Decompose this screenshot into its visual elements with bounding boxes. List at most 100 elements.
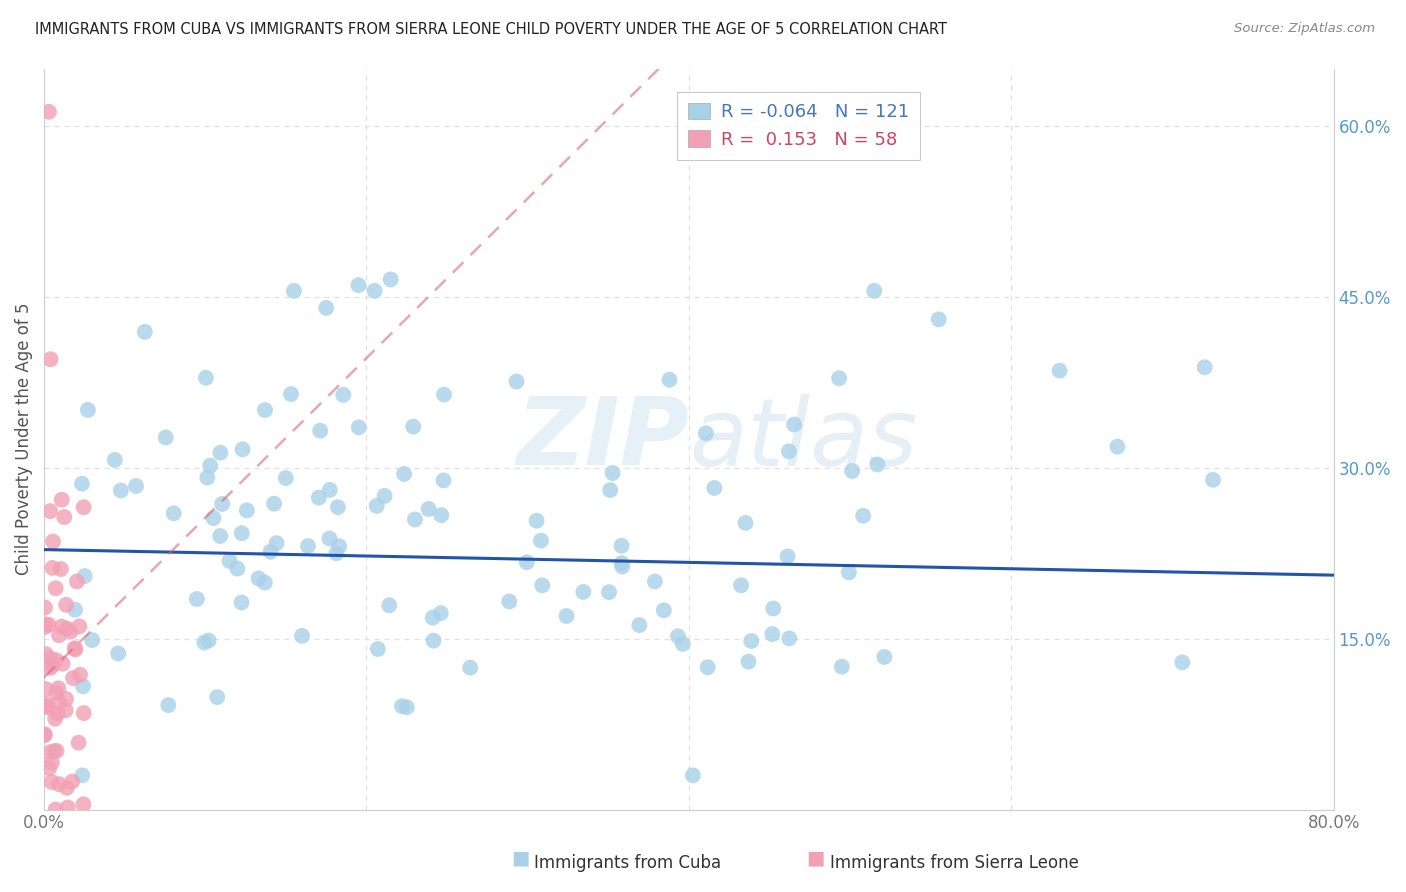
Point bbox=[458, 660, 481, 674]
Point bbox=[555, 609, 578, 624]
Point bbox=[55, 598, 77, 612]
Point bbox=[247, 571, 270, 585]
Point bbox=[259, 545, 281, 559]
Point bbox=[41, 756, 63, 770]
Point bbox=[35, 647, 58, 661]
Point bbox=[34, 699, 56, 714]
Point bbox=[391, 699, 413, 714]
Point bbox=[783, 417, 806, 432]
Point bbox=[209, 529, 232, 543]
Point bbox=[283, 284, 305, 298]
Point bbox=[51, 492, 73, 507]
Point bbox=[602, 466, 624, 480]
Point bbox=[831, 659, 853, 673]
Point bbox=[363, 284, 385, 298]
Point bbox=[67, 619, 90, 633]
Point bbox=[666, 629, 689, 643]
Point bbox=[231, 526, 253, 541]
Point bbox=[828, 371, 851, 385]
Point bbox=[67, 736, 90, 750]
Point bbox=[863, 284, 886, 298]
Point bbox=[73, 706, 96, 720]
Point bbox=[202, 511, 225, 525]
Point bbox=[55, 703, 77, 717]
Point bbox=[315, 301, 337, 315]
Point bbox=[63, 641, 86, 656]
Point bbox=[134, 325, 156, 339]
Point bbox=[44, 744, 66, 758]
Point bbox=[612, 559, 634, 574]
Point bbox=[35, 681, 58, 696]
Point bbox=[740, 634, 762, 648]
Point bbox=[1171, 656, 1194, 670]
Point bbox=[374, 489, 396, 503]
Point bbox=[347, 278, 370, 293]
Point bbox=[599, 483, 621, 497]
Point bbox=[69, 667, 91, 681]
Point bbox=[70, 476, 93, 491]
Point bbox=[318, 532, 340, 546]
Point bbox=[280, 387, 302, 401]
Point bbox=[65, 642, 87, 657]
Point bbox=[198, 458, 221, 473]
Point bbox=[378, 599, 401, 613]
Point bbox=[1202, 473, 1225, 487]
Legend: R = -0.064   N = 121, R =  0.153   N = 58: R = -0.064 N = 121, R = 0.153 N = 58 bbox=[678, 93, 920, 160]
Point bbox=[319, 483, 342, 497]
Point bbox=[38, 104, 60, 119]
Point bbox=[432, 474, 454, 488]
Point bbox=[430, 606, 453, 620]
Point bbox=[347, 420, 370, 434]
Text: IMMIGRANTS FROM CUBA VS IMMIGRANTS FROM SIERRA LEONE CHILD POVERTY UNDER THE AGE: IMMIGRANTS FROM CUBA VS IMMIGRANTS FROM … bbox=[35, 22, 948, 37]
Point bbox=[266, 536, 288, 550]
Point bbox=[42, 534, 65, 549]
Point bbox=[49, 562, 72, 576]
Point bbox=[762, 601, 785, 615]
Point bbox=[366, 499, 388, 513]
Point bbox=[53, 510, 76, 524]
Point bbox=[328, 539, 350, 553]
Point bbox=[253, 575, 276, 590]
Point bbox=[56, 622, 79, 636]
Point bbox=[155, 430, 177, 444]
Point bbox=[45, 685, 67, 699]
Point bbox=[672, 637, 695, 651]
Point bbox=[35, 698, 58, 712]
Point bbox=[38, 761, 60, 775]
Point bbox=[39, 504, 62, 518]
Point bbox=[72, 679, 94, 693]
Point bbox=[34, 620, 56, 634]
Point bbox=[841, 464, 863, 478]
Point bbox=[422, 610, 444, 624]
Point bbox=[404, 512, 426, 526]
Point bbox=[928, 312, 950, 326]
Point bbox=[194, 370, 217, 384]
Point bbox=[231, 442, 253, 457]
Point bbox=[236, 503, 259, 517]
Point bbox=[195, 470, 218, 484]
Point bbox=[380, 272, 402, 286]
Point bbox=[682, 768, 704, 782]
Point bbox=[193, 635, 215, 649]
Text: Immigrants from Cuba: Immigrants from Cuba bbox=[534, 855, 721, 872]
Point bbox=[41, 658, 63, 673]
Text: Source: ZipAtlas.com: Source: ZipAtlas.com bbox=[1234, 22, 1375, 36]
Point bbox=[197, 633, 219, 648]
Point bbox=[326, 500, 349, 515]
Point bbox=[34, 728, 56, 742]
Point bbox=[253, 403, 276, 417]
Point bbox=[873, 650, 896, 665]
Point bbox=[422, 633, 444, 648]
Point bbox=[1049, 364, 1071, 378]
Point bbox=[41, 561, 63, 575]
Point bbox=[46, 706, 69, 721]
Point bbox=[59, 624, 82, 639]
Point bbox=[34, 600, 56, 615]
Point bbox=[186, 592, 208, 607]
Point bbox=[72, 768, 94, 782]
Point bbox=[73, 500, 96, 515]
Point bbox=[125, 479, 148, 493]
Point bbox=[776, 549, 799, 564]
Point bbox=[72, 797, 94, 812]
Point bbox=[48, 628, 70, 642]
